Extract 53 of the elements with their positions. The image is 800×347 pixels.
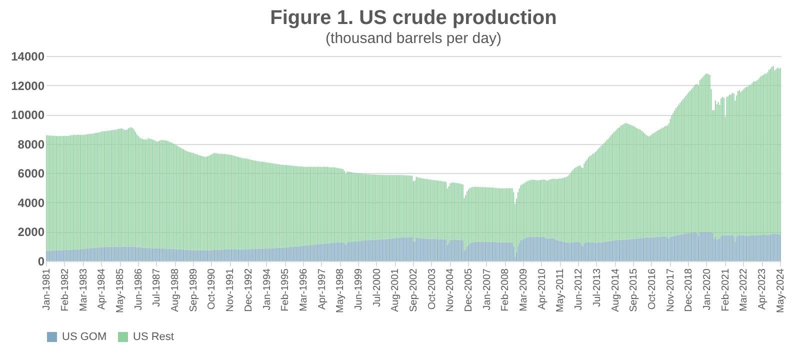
x-tick-label: Jul-2013 (592, 268, 603, 307)
x-tick-label: Aug-2014 (610, 268, 622, 312)
x-tick-label: Feb-2021 (720, 268, 732, 312)
y-tick-label: 4000 (18, 196, 45, 210)
y-tick-label: 10000 (11, 108, 45, 122)
x-tick-label: Dec-2005 (464, 268, 475, 312)
x-tick-label: Apr-1997 (316, 268, 328, 310)
y-tick-label: 14000 (11, 50, 45, 64)
x-tick-label: Sep-2015 (628, 268, 640, 312)
x-tick-label: Aug-2001 (390, 268, 402, 312)
x-tick-label: Jan-1994 (262, 268, 273, 310)
x-tick-label: Oct-2016 (646, 268, 658, 310)
y-tick-label: 0 (38, 254, 45, 268)
x-tick-label: Apr-2023 (757, 268, 768, 310)
chart-title: Figure 1. US crude production (270, 7, 557, 29)
x-tick-label: May-2024 (775, 268, 786, 313)
x-tick-label: Feb-1995 (280, 268, 292, 312)
y-tick-label: 2000 (18, 225, 45, 240)
x-tick-label: Aug-1988 (170, 268, 182, 312)
x-tick-label: Nov-2004 (445, 268, 456, 312)
x-tick-label: Apr-2010 (536, 268, 548, 310)
y-tick-label: 12000 (11, 78, 45, 93)
legend-label: US Rest (133, 331, 174, 343)
x-tick-label: Dec-2018 (684, 268, 695, 312)
x-tick-label: Oct-2003 (426, 268, 438, 310)
x-tick-label: Jul-1987 (152, 268, 163, 307)
x-tick-label: Feb-2008 (500, 268, 512, 312)
x-tick-label: Nov-2017 (665, 268, 676, 312)
legend-label: US GOM (62, 331, 107, 343)
x-tick-label: Jan-2007 (482, 268, 493, 310)
x-tick-label: Mar-2009 (518, 268, 530, 312)
y-tick-label: 8000 (18, 137, 45, 152)
x-tick-label: Jun-1999 (353, 268, 364, 310)
x-tick-label: Mar-1996 (298, 268, 310, 312)
x-tick-label: Jun-2012 (574, 268, 585, 310)
x-tick-label: Sep-1989 (188, 268, 200, 312)
x-tick-label: Jan-2020 (702, 268, 713, 310)
x-tick-label: Apr-1984 (96, 268, 108, 310)
x-tick-label: Nov-1991 (225, 268, 236, 312)
y-tick-label: 6000 (18, 166, 45, 181)
x-tick-label: Sep-2002 (408, 268, 420, 312)
chart-subtitle: (thousand barrels per day) (326, 30, 502, 47)
x-tick-label: Jun-1986 (133, 268, 144, 310)
x-tick-label: Mar-1983 (78, 268, 90, 312)
x-tick-label: Mar-2022 (738, 268, 750, 312)
x-tick-label: Jul-2000 (372, 268, 383, 307)
x-tick-label: May-1985 (115, 268, 126, 313)
x-tick-label: Oct-1990 (206, 268, 218, 310)
x-tick-label: Jan-1981 (42, 268, 53, 310)
x-tick-label: May-1998 (335, 268, 346, 313)
x-tick-label: Dec-1992 (243, 268, 254, 312)
x-tick-label: Feb-1982 (60, 268, 71, 312)
x-tick-label: May-2011 (555, 268, 566, 312)
